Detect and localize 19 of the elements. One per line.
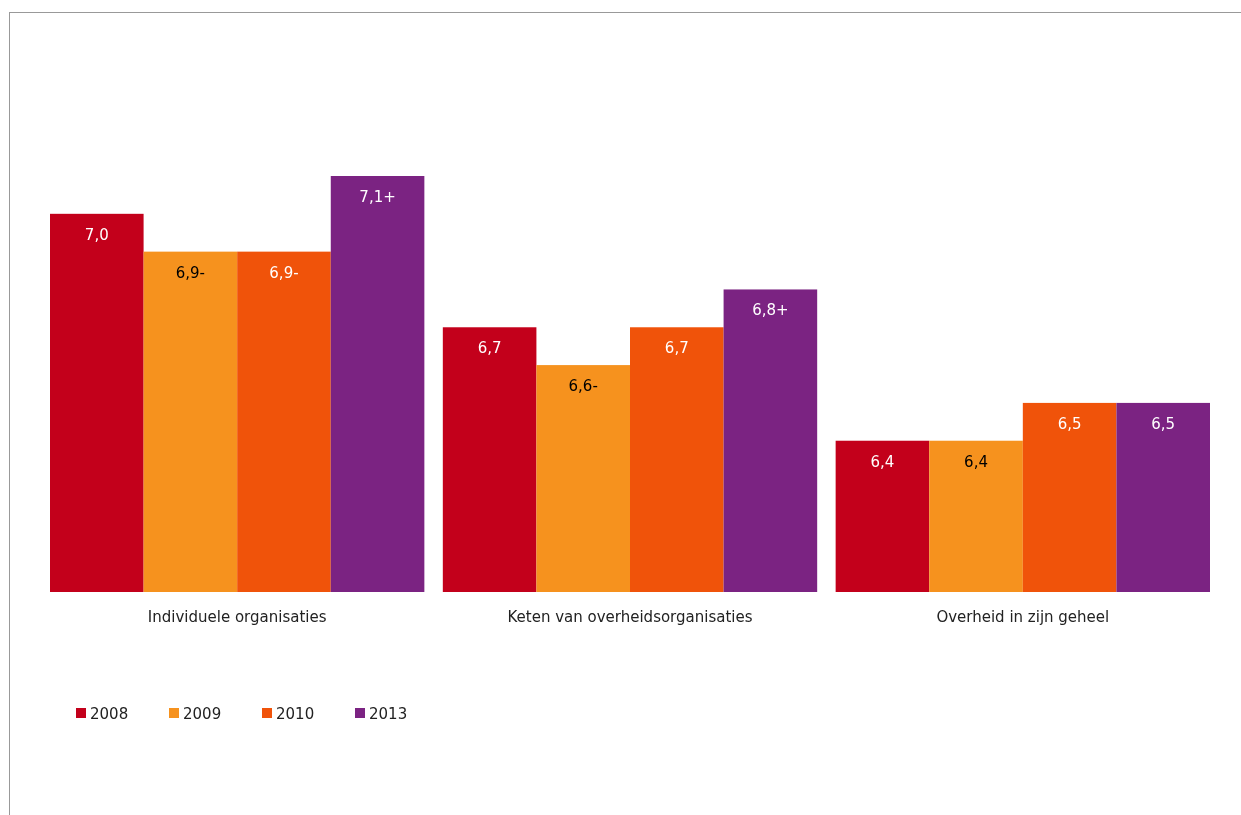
data-label: 6,7: [477, 339, 502, 358]
data-label: 7,1+: [359, 188, 396, 206]
data-label: 6,8+: [752, 301, 789, 320]
data-label: 6,5: [1057, 414, 1082, 433]
data-label: 6,7: [664, 339, 689, 358]
x-tick-label: Overheid in zijn geheel: [936, 608, 1110, 626]
legend-label: 2010: [276, 705, 315, 723]
data-label: 6,9-: [175, 263, 206, 282]
data-label: 6,4: [870, 452, 895, 471]
legend-label: 2013: [369, 705, 408, 723]
x-tick-label: Individuele organisaties: [147, 608, 327, 626]
legend-label: 2009: [183, 705, 222, 723]
data-label: 6,4: [964, 452, 988, 471]
data-label: 6,5: [1151, 414, 1176, 433]
data-label: 6,9-: [269, 263, 299, 282]
data-label: 7,0: [84, 225, 109, 244]
data-label: 6,6-: [568, 377, 598, 396]
x-tick-label: Keten van overheidsorganisaties: [507, 608, 753, 626]
legend-label: 2008: [90, 705, 129, 723]
